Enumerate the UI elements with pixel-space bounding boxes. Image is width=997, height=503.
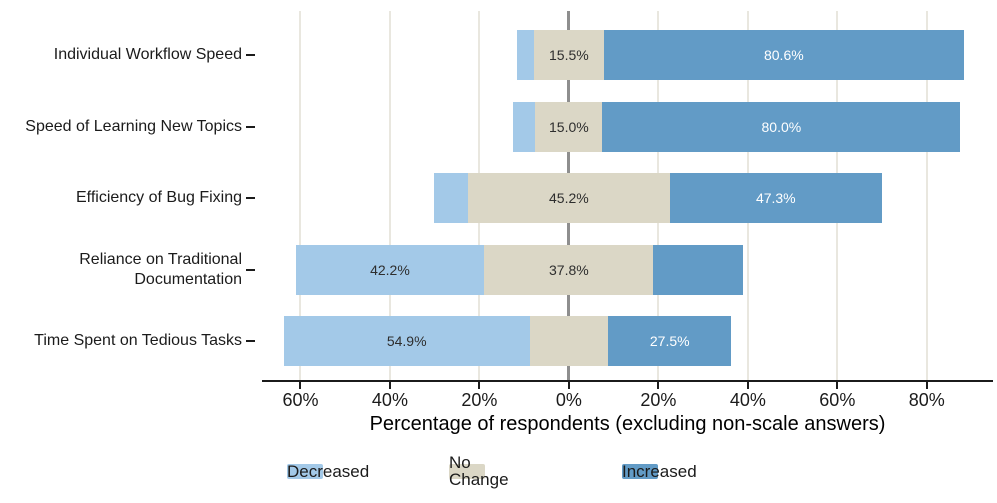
bar-segment-label: 27.5% [649,333,690,350]
legend-swatch-decreased [287,463,323,479]
bar-segment-decreased: 54.9% [283,316,530,367]
x-tick-label: 20% [640,390,677,410]
y-tick [246,268,255,271]
bar-segment-decreased: 42.2% [295,244,485,295]
category-label: Individual Workflow Speed [53,46,242,63]
bar-segment-decreased [516,30,535,80]
category-label: Reliance on Traditional Documentation [79,250,242,288]
gridline [299,11,302,380]
x-tick-label: 40% [371,390,408,410]
bar-segment-label: 45.2% [549,190,589,207]
bar-segment-increased: 27.5% [608,316,732,367]
x-tick [657,382,660,389]
x-tick [567,382,570,389]
bar-segment-no-change: 15.0% [535,101,603,152]
bar-segment-label: 54.9% [386,333,427,350]
bar-segment-no-change: 37.8% [484,244,654,295]
bar-segment-increased [653,244,743,295]
bar-segment-label: 80.6% [763,47,804,63]
bar-segment-no-change: 45.2% [467,173,670,224]
x-axis-line [262,380,993,382]
bar-segment-decreased [512,101,536,152]
x-tick-label: 60% [282,390,319,410]
gridline [925,11,928,380]
x-axis-title: Percentage of respondents (excluding non… [369,413,886,435]
legend-swatch-increased [622,463,658,479]
gridline [388,11,391,380]
legend-label: Increased [622,461,697,481]
bar-segment-label: 80.0% [761,118,802,135]
bar-segment-label: 42.2% [370,261,410,278]
category-label: Speed of Learning New Topics [25,117,242,135]
y-tick [246,340,255,343]
x-tick-label: 60% [819,390,856,410]
bar-segment-increased: 80.6% [603,30,965,80]
x-tick [836,382,839,389]
x-tick-label: 80% [908,390,945,410]
bar-segment-label: 15.0% [549,118,589,135]
x-tick [388,382,391,389]
category-label: Time Spent on Tedious Tasks [34,332,242,350]
bar-segment-no-change: 15.5% [534,30,604,80]
bar-segment-increased: 47.3% [670,173,882,224]
legend-swatch-no-change [449,463,485,479]
y-tick [246,54,255,56]
category-label: Efficiency of Bug Fixing [75,189,242,207]
x-tick [299,382,302,389]
y-tick [246,125,255,128]
x-tick-label: 20% [461,390,498,410]
x-tick [478,382,481,389]
y-tick [246,197,255,200]
x-tick-label: 0% [555,390,582,410]
bar-segment-no-change [529,316,609,367]
legend-label: Decreased [287,461,370,481]
x-tick [925,382,928,389]
bar-segment-label: 47.3% [755,190,796,207]
bar-segment-decreased [434,173,468,224]
bar-segment-label: 37.8% [549,261,589,278]
legend-label: No Change [449,453,509,489]
x-tick-label: 40% [729,390,766,410]
bar-segment-label: 15.5% [549,47,589,63]
bar-segment-increased: 80.0% [602,101,961,152]
x-tick [746,382,749,389]
